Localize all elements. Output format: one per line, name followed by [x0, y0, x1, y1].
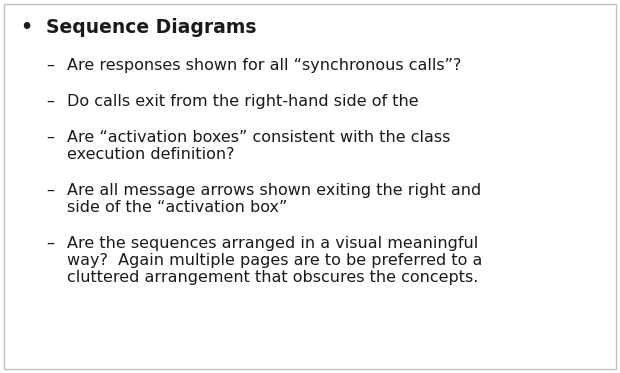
Text: •: •	[20, 18, 32, 37]
Text: Are all message arrows shown exiting the right and: Are all message arrows shown exiting the…	[67, 183, 481, 198]
Text: –: –	[46, 130, 55, 145]
Text: –: –	[46, 94, 55, 109]
Text: Are responses shown for all “synchronous calls”?: Are responses shown for all “synchronous…	[67, 58, 461, 73]
Text: –: –	[46, 236, 55, 251]
Text: Do calls exit from the right-hand side of the: Do calls exit from the right-hand side o…	[67, 94, 418, 109]
Text: –: –	[46, 58, 55, 73]
Text: execution definition?: execution definition?	[67, 147, 234, 162]
Text: Sequence Diagrams: Sequence Diagrams	[46, 18, 257, 37]
Text: cluttered arrangement that obscures the concepts.: cluttered arrangement that obscures the …	[67, 270, 479, 285]
Text: Are “activation boxes” consistent with the class: Are “activation boxes” consistent with t…	[67, 130, 450, 145]
Text: side of the “activation box”: side of the “activation box”	[67, 200, 287, 215]
Text: –: –	[46, 183, 55, 198]
Text: way?  Again multiple pages are to be preferred to a: way? Again multiple pages are to be pref…	[67, 253, 482, 268]
Text: Are the sequences arranged in a visual meaningful: Are the sequences arranged in a visual m…	[67, 236, 478, 251]
